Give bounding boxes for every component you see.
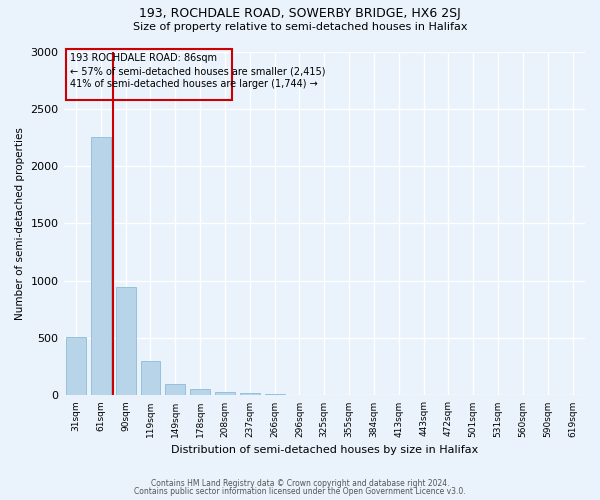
Text: Size of property relative to semi-detached houses in Halifax: Size of property relative to semi-detach… [133, 22, 467, 32]
X-axis label: Distribution of semi-detached houses by size in Halifax: Distribution of semi-detached houses by … [170, 445, 478, 455]
Bar [290, 395, 310, 396]
Bar [116, 286, 136, 396]
Bar [240, 393, 260, 396]
Bar [166, 384, 185, 396]
Bar [190, 388, 210, 396]
Bar [66, 337, 86, 396]
Text: ← 57% of semi-detached houses are smaller (2,415): ← 57% of semi-detached houses are smalle… [70, 66, 325, 76]
Text: 41% of semi-detached houses are larger (1,744) →: 41% of semi-detached houses are larger (… [70, 79, 317, 89]
Text: 193, ROCHDALE ROAD, SOWERBY BRIDGE, HX6 2SJ: 193, ROCHDALE ROAD, SOWERBY BRIDGE, HX6 … [139, 8, 461, 20]
Bar [215, 392, 235, 396]
Bar [66, 49, 232, 100]
Text: Contains HM Land Registry data © Crown copyright and database right 2024.: Contains HM Land Registry data © Crown c… [151, 478, 449, 488]
Bar [140, 361, 160, 396]
Y-axis label: Number of semi-detached properties: Number of semi-detached properties [15, 127, 25, 320]
Bar [265, 394, 284, 396]
Bar [91, 138, 111, 396]
Text: 193 ROCHDALE ROAD: 86sqm: 193 ROCHDALE ROAD: 86sqm [70, 52, 217, 62]
Text: Contains public sector information licensed under the Open Government Licence v3: Contains public sector information licen… [134, 487, 466, 496]
